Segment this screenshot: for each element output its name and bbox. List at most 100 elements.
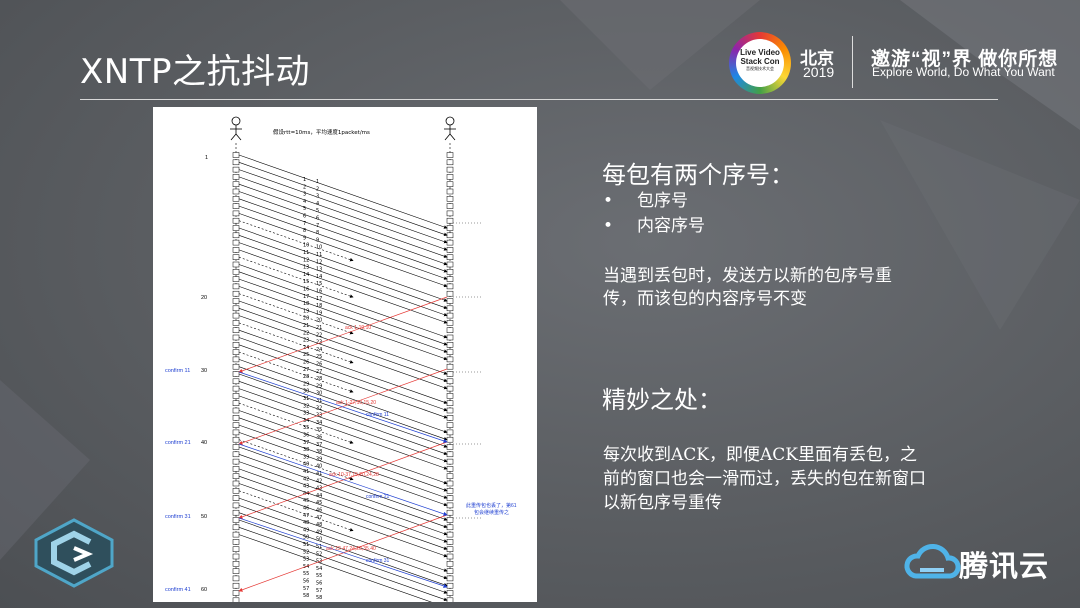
receiver-packet-box (446, 276, 454, 282)
sender-packet-box (232, 436, 240, 443)
confirm-label-1: confirm 11 (366, 412, 389, 418)
content-seq-label: 55 (316, 573, 322, 579)
sender-packet-box (232, 203, 240, 209)
lost-packet-arrow (238, 322, 354, 364)
content-seq-label: 29 (316, 383, 322, 389)
send-packet-arrow (238, 497, 448, 572)
tencent-cloud-logo-icon (904, 544, 961, 579)
receiver-packet-box (446, 590, 454, 596)
content-seq-label: 35 (316, 427, 322, 433)
send-packet-arrow (238, 249, 448, 324)
content-seq-label: 1 (316, 179, 319, 185)
packet-seq-label: 31 (303, 396, 309, 402)
content-seq-label: 4 (316, 201, 319, 207)
send-packet-arrow (238, 183, 448, 258)
content-seq-label: 17 (316, 296, 322, 302)
receiver-packet-box (446, 261, 454, 268)
sender-packet-box (232, 502, 240, 509)
tick-40: 40 (201, 440, 207, 446)
sender-packet-box (232, 305, 240, 312)
receiver-packet-box (446, 531, 454, 538)
packet-seq-label: 22 (303, 330, 309, 336)
sender-packet-box (232, 261, 240, 268)
packet-seq-label: 36 (303, 433, 309, 439)
send-packet-arrow (238, 395, 448, 470)
receiver-packet-box (446, 159, 454, 166)
packet-seq-label: 35 (303, 425, 309, 431)
heading-two-sequence-numbers: 每包有两个序号： (602, 161, 794, 189)
sender-packet-box (232, 269, 240, 275)
sender-packet-box (232, 166, 240, 173)
send-packet-arrow (238, 432, 448, 507)
receiver-packet-box (446, 342, 454, 348)
event-city: 北京 (800, 49, 834, 68)
content-seq-label: 10 (316, 245, 322, 251)
packet-seq-label: 30 (303, 389, 309, 395)
content-seq-label: 48 (316, 522, 322, 528)
sender-packet-box (232, 217, 240, 224)
send-packet-arrow (238, 154, 448, 229)
receiver-packet-box (446, 217, 454, 224)
sender-packet-box (232, 334, 240, 341)
receiver-packet-box (446, 480, 454, 487)
content-seq-label: 8 (316, 230, 319, 236)
content-seq-label: 57 (316, 588, 322, 594)
receiver-packet-box (446, 356, 454, 363)
sender-packet-box (232, 480, 240, 487)
receiver-packet-box (446, 575, 454, 582)
send-packet-arrow (238, 344, 448, 419)
packet-seq-label: 23 (303, 338, 309, 344)
send-packet-arrow (238, 264, 448, 339)
send-packet-arrow (238, 235, 448, 310)
content-seq-label: 13 (316, 267, 322, 273)
packet-seq-label: 42 (303, 476, 309, 482)
send-packet-arrow (238, 227, 448, 302)
content-seq-label: 11 (316, 252, 322, 258)
sender-packet-box (232, 247, 240, 253)
packet-seq-label: 40 (303, 462, 309, 468)
packet-seq-label: 5 (303, 206, 306, 212)
packet-seq-label: 53 (303, 557, 309, 563)
lost-packet-arrow (238, 293, 354, 335)
receiver-packet-box (446, 174, 454, 180)
loss-retransmit-paragraph: 当遇到丢包时，发送方以新的包序号重传，而该包的内容序号不变 (603, 266, 892, 309)
packet-seq-label: 20 (303, 316, 309, 322)
sender-packet-box (232, 400, 240, 406)
send-packet-arrow (238, 424, 448, 499)
send-packet-arrow (238, 162, 448, 237)
event-year: 2019 (803, 64, 835, 80)
packet-seq-label: 13 (303, 265, 309, 271)
send-packet-arrow (238, 329, 448, 404)
ack-arrow (238, 296, 448, 373)
sender-packet-box (232, 363, 240, 370)
right-note-2: 包会继续重传之 (474, 509, 509, 516)
content-seq-label: 25 (316, 354, 322, 360)
receiver-packet-box (446, 393, 454, 399)
sender-packet-box (232, 320, 240, 326)
send-packet-arrow (238, 505, 448, 580)
packet-seq-label: 48 (303, 520, 309, 526)
sender-packet-box (232, 539, 240, 545)
sender-packet-box (232, 568, 240, 574)
send-packet-arrow (238, 359, 448, 434)
content-seq-label: 56 (316, 581, 322, 587)
content-seq-label: 26 (316, 362, 322, 368)
sender-packet-box (232, 152, 240, 158)
packet-seq-label: 17 (303, 294, 309, 300)
sequence-diagram-svg: 假设rtt=10ms，平均速度1packet/ms 1 12 23 34 45 56 67 7… (165, 116, 517, 602)
packet-seq-label: 2 (303, 184, 306, 190)
send-packet-arrow (238, 337, 448, 412)
packet-seq-label: 11 (303, 250, 309, 256)
sender-packet-box (232, 298, 240, 304)
packet-seq-label: 56 (303, 579, 309, 585)
packet-seq-label: 33 (303, 411, 309, 417)
sender-packet-box (232, 495, 240, 501)
sender-packet-box (232, 597, 240, 602)
content-seq-label: 52 (316, 551, 322, 557)
lost-packet-arrow (238, 490, 354, 532)
ack-label-2: ack 1-27,10,15,20 (336, 400, 376, 406)
sender-packet-box (232, 422, 240, 428)
sender-packet-box (232, 451, 240, 458)
bullet-marker: • (603, 216, 614, 236)
confirm-arrow (238, 443, 448, 516)
